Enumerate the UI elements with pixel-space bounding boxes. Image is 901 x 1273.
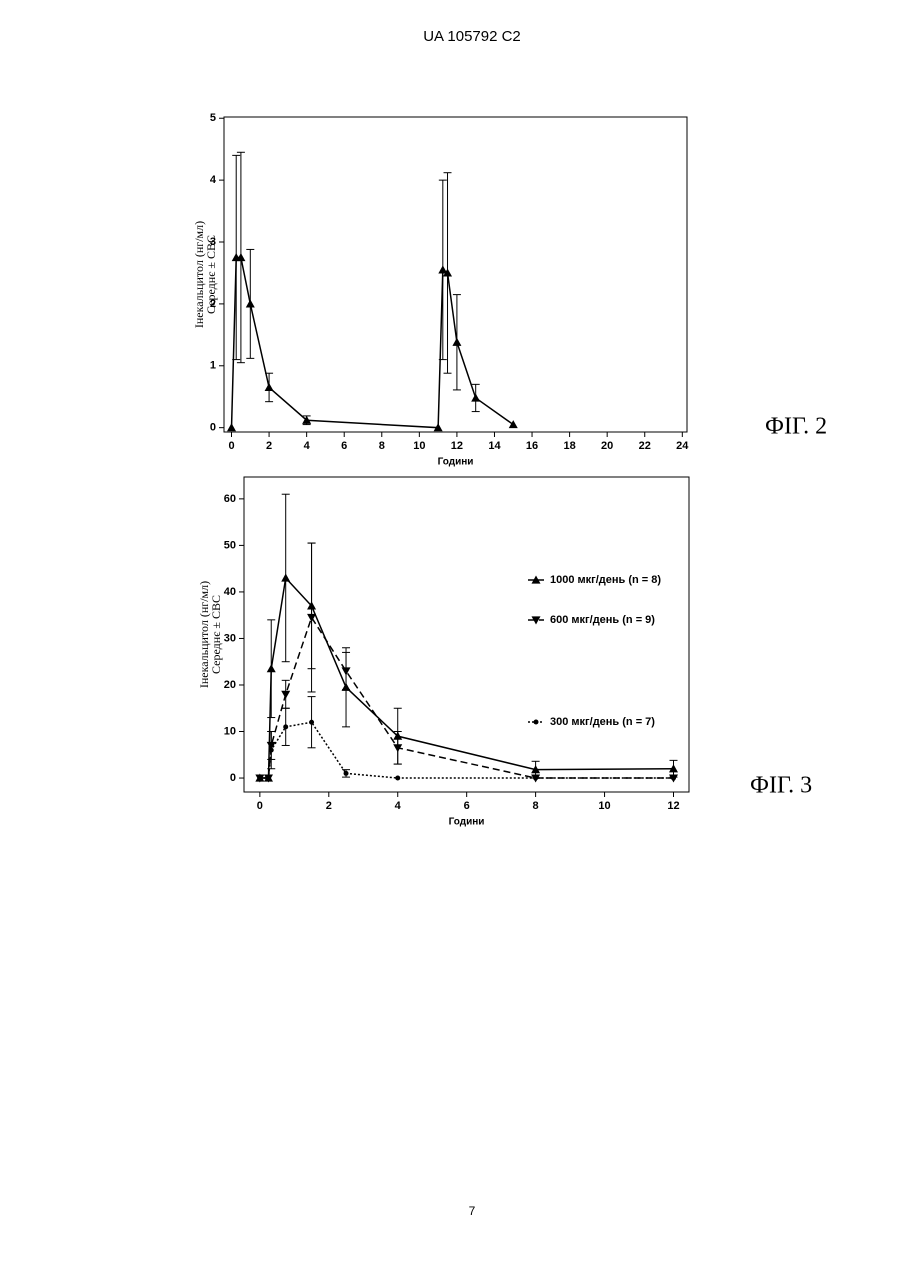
marker (283, 724, 288, 729)
marker (344, 771, 349, 776)
x-tick-label: 0 (257, 800, 263, 812)
marker (534, 720, 539, 725)
x-tick-label: 24 (676, 440, 689, 452)
plot-frame (244, 477, 689, 792)
marker (281, 573, 290, 581)
x-tick-label: 18 (563, 440, 575, 452)
header: UA 105792 C2 (423, 28, 521, 45)
legend-label: 600 мкг/день (n = 9) (550, 614, 655, 626)
marker (671, 776, 676, 781)
y-axis-label: Середнє ± СВС (204, 235, 218, 314)
legend-label: 1000 мкг/день (n = 8) (550, 574, 661, 586)
x-axis-label: Години (449, 817, 485, 828)
marker (281, 691, 290, 699)
x-tick-label: 4 (304, 440, 311, 452)
x-tick-label: 16 (526, 440, 538, 452)
y-tick-label: 5 (210, 112, 216, 124)
y-tick-label: 40 (224, 586, 236, 598)
page-number: 7 (469, 1204, 476, 1218)
y-axis-label: Середнє ± СВС (209, 595, 223, 674)
figure-label: ФІГ. 3 (750, 773, 812, 799)
y-tick-label: 50 (224, 539, 236, 551)
marker (267, 664, 276, 672)
marker (452, 338, 461, 346)
x-tick-label: 10 (598, 800, 610, 812)
marker (395, 776, 400, 781)
x-axis-label: Години (438, 457, 474, 468)
x-tick-label: 22 (639, 440, 651, 452)
x-tick-label: 2 (326, 800, 332, 812)
x-tick-label: 12 (451, 440, 463, 452)
y-tick-label: 20 (224, 679, 236, 691)
x-tick-label: 6 (464, 800, 470, 812)
y-tick-label: 4 (210, 174, 217, 186)
marker (307, 614, 316, 622)
x-tick-label: 20 (601, 440, 613, 452)
x-tick-label: 4 (395, 800, 402, 812)
x-tick-label: 12 (667, 800, 679, 812)
y-tick-label: 1 (210, 360, 216, 372)
plot-frame (224, 117, 687, 432)
y-tick-label: 30 (224, 632, 236, 644)
x-tick-label: 10 (413, 440, 425, 452)
x-tick-label: 14 (488, 440, 501, 452)
legend-label: 300 мкг/день (n = 7) (550, 716, 655, 728)
series-line (232, 257, 514, 427)
series-line (260, 578, 674, 778)
marker (509, 420, 518, 428)
series-line (260, 618, 674, 779)
marker (257, 776, 262, 781)
x-tick-label: 8 (379, 440, 385, 452)
marker (227, 423, 236, 431)
marker (533, 776, 538, 781)
marker (269, 748, 274, 753)
marker (266, 776, 271, 781)
x-tick-label: 6 (341, 440, 347, 452)
page: UA 105792 C2 7 0246810121416182022240123… (0, 0, 901, 1273)
figure-label: ФІГ. 2 (765, 414, 827, 440)
x-tick-label: 2 (266, 440, 272, 452)
marker (471, 393, 480, 401)
y-tick-label: 10 (224, 725, 236, 737)
y-tick-label: 60 (224, 493, 236, 505)
y-tick-label: 0 (230, 772, 236, 784)
marker (246, 299, 255, 307)
marker (265, 383, 274, 391)
y-tick-label: 0 (210, 422, 216, 434)
marker (309, 720, 314, 725)
marker (342, 667, 351, 675)
x-tick-label: 0 (228, 440, 234, 452)
x-tick-label: 8 (533, 800, 539, 812)
